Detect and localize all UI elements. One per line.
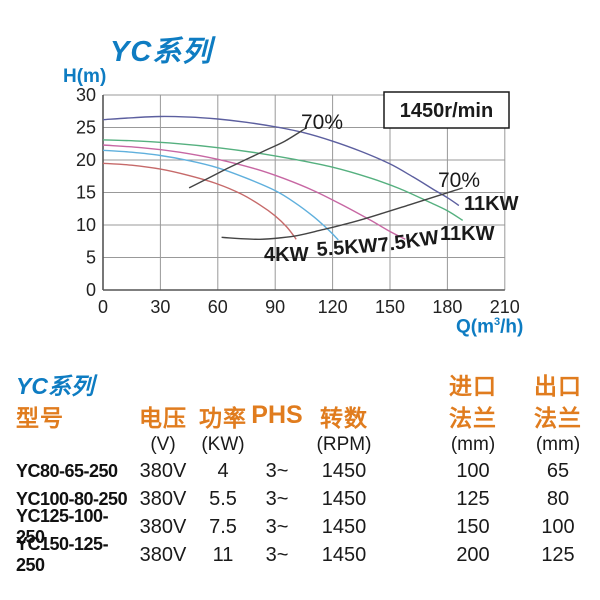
y-tick-label: 30 bbox=[76, 85, 96, 105]
table-series-label: YC系列 bbox=[16, 372, 94, 399]
header-3: PHS bbox=[251, 401, 303, 429]
spec-table: YC系列 进口 出口型号 电压 功率 PHS 转数 法兰 法兰 (V) (KW) (RPM) (mm) (… bbox=[0, 368, 600, 576]
value-cell: 380V bbox=[139, 459, 187, 482]
y-axis-label: H(m) bbox=[63, 66, 107, 87]
y-tick-label: 0 bbox=[86, 280, 96, 300]
header-group-4 bbox=[302, 368, 386, 399]
value-cell: 100 bbox=[541, 515, 575, 538]
curve-label-70%: 70% bbox=[438, 169, 480, 192]
value-cell: 3~ bbox=[265, 515, 289, 538]
curve-5.5KW bbox=[102, 149, 339, 241]
rpm-box bbox=[383, 91, 510, 129]
x-tick-label: 0 bbox=[98, 297, 108, 317]
value-cell: 125 bbox=[456, 487, 490, 510]
x-tick-label: 60 bbox=[208, 297, 228, 317]
rpm-box-label: 1450r/min bbox=[400, 100, 493, 122]
x-axis-label-pre: Q(m bbox=[456, 316, 494, 338]
value-cell: 65 bbox=[546, 459, 570, 482]
x-tick-label: 210 bbox=[490, 297, 520, 317]
y-tick-label: 10 bbox=[76, 215, 96, 235]
spacer-cell bbox=[386, 513, 430, 541]
value-cell: 150 bbox=[456, 515, 490, 538]
x-tick-label: 180 bbox=[432, 297, 462, 317]
spacer-cell bbox=[386, 399, 430, 432]
y-tick-label: 5 bbox=[86, 248, 96, 268]
header-1: 电压 bbox=[139, 404, 187, 431]
spacer-cell bbox=[386, 485, 430, 513]
model-cell: YC150-125-250 bbox=[16, 534, 109, 575]
curve-label-11kw: 11KW bbox=[440, 223, 495, 245]
curve-label-7.5kw: 7.5KW bbox=[377, 227, 441, 257]
curve-label-5.5kw: 5.5KW bbox=[316, 235, 379, 261]
y-tick-label: 15 bbox=[76, 183, 96, 203]
unit-1: (V) bbox=[150, 433, 176, 455]
x-tick-label: 90 bbox=[265, 297, 285, 317]
curve-efficiency-70-left bbox=[188, 127, 307, 189]
y-tick-label: 25 bbox=[76, 118, 96, 138]
value-cell: 5.5 bbox=[209, 487, 237, 510]
value-cell: 1450 bbox=[321, 459, 367, 482]
x-tick-label: 150 bbox=[375, 297, 405, 317]
spacer-cell bbox=[386, 541, 430, 569]
curve-4KW bbox=[102, 162, 297, 240]
header-0: 型号 bbox=[16, 404, 64, 431]
unit-6: (mm) bbox=[535, 433, 581, 455]
value-cell: 7.5 bbox=[209, 515, 237, 538]
unit-2: (KW) bbox=[201, 433, 245, 455]
page-title: YC系列 bbox=[110, 36, 213, 68]
curve-label-70%: 70% bbox=[301, 111, 343, 134]
value-cell: 1450 bbox=[321, 487, 367, 510]
x-tick-label: 120 bbox=[318, 297, 348, 317]
spacer-cell bbox=[386, 432, 430, 457]
header-group-6: 出口 bbox=[534, 372, 582, 399]
value-cell: 100 bbox=[456, 459, 490, 482]
value-cell: 125 bbox=[541, 543, 575, 566]
header-5: 法兰 bbox=[449, 404, 497, 431]
value-cell: 4 bbox=[217, 459, 229, 482]
header-group-5: 进口 bbox=[449, 372, 497, 399]
header-group-3 bbox=[252, 368, 302, 399]
x-axis-label-post: /h) bbox=[500, 316, 524, 338]
value-cell: 11 bbox=[212, 543, 234, 566]
value-cell: 200 bbox=[456, 543, 490, 566]
header-group-2 bbox=[194, 368, 252, 399]
value-cell: 1450 bbox=[321, 515, 367, 538]
spacer-cell bbox=[386, 457, 430, 485]
curve-label-4kw: 4KW bbox=[264, 244, 309, 266]
value-cell: 3~ bbox=[265, 543, 289, 566]
spec-table-grid: YC系列 进口 出口型号 电压 功率 PHS 转数 法兰 法兰 (V) (KW) (RPM) (mm) (… bbox=[0, 368, 600, 576]
unit-0 bbox=[0, 432, 132, 457]
unit-5: (mm) bbox=[450, 433, 496, 455]
header-group-1 bbox=[132, 368, 194, 399]
model-cell: YC100-80-250 bbox=[16, 488, 128, 509]
x-axis-label: Q(m3/h) bbox=[456, 316, 523, 338]
header-2: 功率 bbox=[199, 404, 247, 431]
value-cell: 380V bbox=[139, 515, 187, 538]
unit-4: (RPM) bbox=[316, 433, 372, 455]
unit-3 bbox=[252, 432, 302, 457]
performance-chart: 1450r/min 0 5 10 15 20 25 30 0 30 60 90 120 150 180 210… bbox=[76, 85, 520, 317]
value-cell: 380V bbox=[139, 487, 187, 510]
x-axis-label-sup: 3 bbox=[494, 316, 501, 328]
value-cell: 380V bbox=[139, 543, 187, 566]
value-cell: 1450 bbox=[321, 543, 367, 566]
x-tick-label: 30 bbox=[150, 297, 170, 317]
model-cell: YC80-65-250 bbox=[16, 460, 118, 481]
curve-efficiency-70-right bbox=[221, 187, 463, 241]
curve-label-11kw: 11KW bbox=[464, 193, 519, 215]
curve-11KW-upper bbox=[102, 115, 460, 207]
header-6: 法兰 bbox=[534, 404, 582, 431]
spacer-cell bbox=[386, 368, 430, 399]
value-cell: 3~ bbox=[265, 487, 289, 510]
header-4: 转数 bbox=[320, 404, 368, 431]
curve-7.5KW bbox=[102, 144, 406, 240]
value-cell: 3~ bbox=[265, 459, 289, 482]
curve-11KW-lower bbox=[102, 139, 464, 221]
y-tick-label: 20 bbox=[76, 150, 96, 170]
value-cell: 80 bbox=[546, 487, 570, 510]
